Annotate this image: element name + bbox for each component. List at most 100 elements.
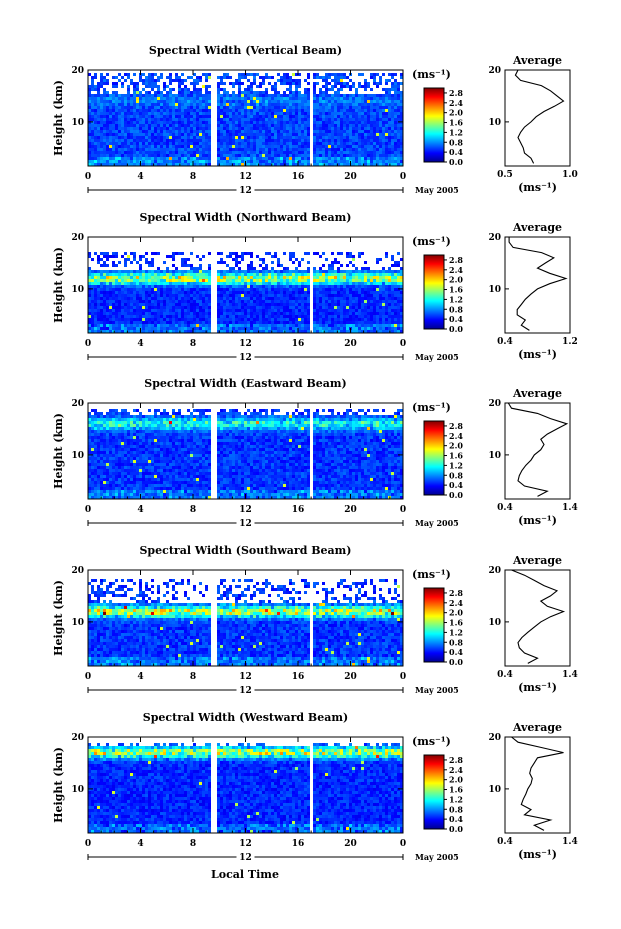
heatmap-cell [316,309,319,312]
heatmap-cell [385,309,388,312]
heatmap-cell [400,160,403,163]
heatmap-cell [196,306,199,309]
heatmap-cell [202,97,205,100]
heatmap-cell [94,279,97,282]
heatmap-cell [223,139,226,142]
heatmap-cell [391,255,394,258]
heatmap-cell [238,267,241,270]
heatmap-cell [394,160,397,163]
heatmap-cell [280,303,283,306]
heatmap-cell [157,303,160,306]
heatmap-cell [94,118,97,121]
heatmap-cell [127,115,130,118]
heatmap-cell [127,91,130,94]
heatmap-cell [229,100,232,103]
heatmap-cell [184,94,187,97]
heatmap-cell [286,145,289,148]
heatmap-cell [121,112,124,115]
heatmap-cell [325,258,328,261]
heatmap-cell [166,76,169,79]
heatmap-cell [130,82,133,85]
heatmap-cell [91,142,94,145]
heatmap-cell [334,297,337,300]
heatmap-cell [313,297,316,300]
heatmap-cell [148,79,151,82]
heatmap-cell [202,303,205,306]
heatmap-cell [295,300,298,303]
heatmap-cell [337,136,340,139]
heatmap-cell [259,163,262,166]
heatmap-cell [298,285,301,288]
heatmap-cell [175,106,178,109]
heatmap-cell [145,130,148,133]
heatmap-cell [121,133,124,136]
heatmap-cell [382,139,385,142]
heatmap-cell [136,97,139,100]
heatmap-cell [283,124,286,127]
heatmap-cell [241,297,244,300]
heatmap-cell [376,163,379,166]
heatmap-cell [241,300,244,303]
heatmap-cell [364,291,367,294]
heatmap-cell [238,127,241,130]
heatmap-cell [274,118,277,121]
heatmap-cell [127,297,130,300]
heatmap-cell [292,130,295,133]
heatmap-cell [292,321,295,324]
heatmap-cell [91,133,94,136]
heatmap-cell [376,100,379,103]
heatmap-cell [241,136,244,139]
heatmap-cell [265,291,268,294]
heatmap-cell [145,103,148,106]
heatmap-cell [121,106,124,109]
heatmap-cell [262,133,265,136]
heatmap-cell [385,91,388,94]
heatmap-cell [301,127,304,130]
heatmap-cell [112,76,115,79]
heatmap-cell [199,294,202,297]
heatmap-cell [382,160,385,163]
heatmap-cell [199,160,202,163]
heatmap-cell [145,79,148,82]
heatmap-cell [205,151,208,154]
heatmap-cell [115,121,118,124]
heatmap-cell [382,97,385,100]
heatmap-cell [370,285,373,288]
heatmap-cell [343,312,346,315]
heatmap-cell [382,321,385,324]
heatmap-cell [97,118,100,121]
heatmap-cell [190,109,193,112]
heatmap-cell [379,303,382,306]
heatmap-cell [334,258,337,261]
heatmap-cell [250,294,253,297]
heatmap-cell [166,142,169,145]
heatmap-cell [100,160,103,163]
heatmap-cell [187,97,190,100]
heatmap-cell [139,115,142,118]
heatmap-cell [109,127,112,130]
heatmap-cell [205,309,208,312]
heatmap-cell [112,130,115,133]
heatmap-cell [151,142,154,145]
heatmap-cell [100,252,103,255]
heatmap-cell [121,124,124,127]
heatmap-cell [97,255,100,258]
heatmap-cell [139,142,142,145]
heatmap-cell [370,118,373,121]
heatmap-cell [262,112,265,115]
heatmap-cell [157,160,160,163]
heatmap-cell [106,279,109,282]
heatmap-cell [382,106,385,109]
heatmap-cell [139,154,142,157]
heatmap-cell [238,157,241,160]
heatmap-cell [295,124,298,127]
heatmap-cell [241,160,244,163]
heatmap-cell [328,109,331,112]
heatmap-cell [316,109,319,112]
heatmap-cell [223,100,226,103]
heatmap-cell [166,315,169,318]
heatmap-cell [304,300,307,303]
heatmap-cell [88,312,91,315]
heatmap-cell [253,82,256,85]
heatmap-cell [169,163,172,166]
